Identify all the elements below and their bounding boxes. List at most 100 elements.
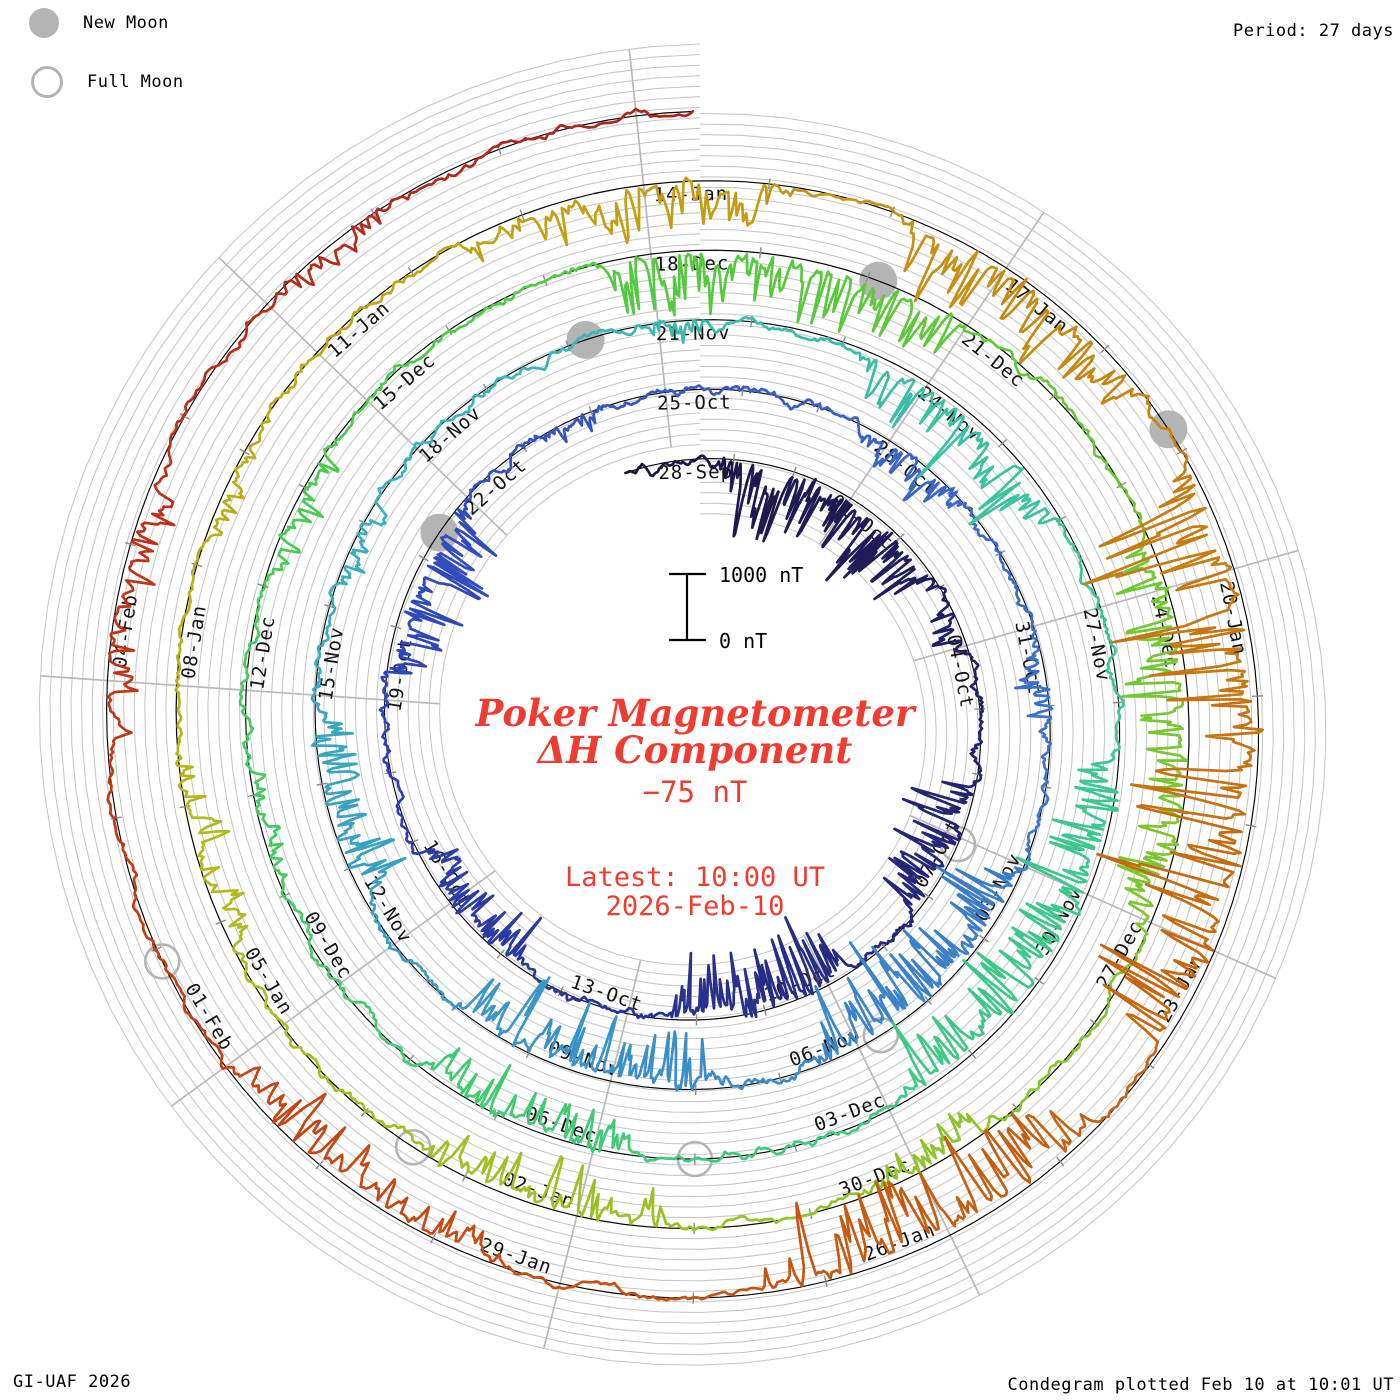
latest-time-label: Latest: 10:00 UT <box>565 862 825 893</box>
day-tick <box>125 541 136 547</box>
trace-segment <box>364 445 417 527</box>
trace-segment <box>634 107 695 118</box>
date-label: 22-Oct <box>460 454 531 520</box>
trace-segment <box>968 455 1062 526</box>
trace-segment <box>1025 785 1050 870</box>
day-tick <box>519 209 525 221</box>
legend-item-full-moon: Full Moon <box>31 66 184 98</box>
chart-title-line2: ΔH Component <box>536 728 853 772</box>
trace-segment <box>388 771 413 844</box>
trace-segment <box>691 1201 825 1301</box>
trace-segment <box>468 443 526 502</box>
date-label: 15-Nov <box>315 625 348 702</box>
day-tick <box>279 892 291 899</box>
trace-segment <box>496 107 637 148</box>
trace-segment <box>1098 928 1215 1065</box>
trace-segment <box>1111 569 1249 702</box>
full-moon-label: Full Moon <box>87 72 184 92</box>
day-tick <box>179 412 190 420</box>
trace-segment <box>1074 700 1125 802</box>
trace-segment <box>1026 704 1054 788</box>
trace-segment <box>992 269 1096 379</box>
trace-segment <box>692 1212 812 1232</box>
trace-segment <box>567 321 661 351</box>
trace-segment <box>671 454 734 480</box>
trace-segment <box>821 502 898 582</box>
day-tick <box>997 439 1007 448</box>
trace-segment <box>366 329 451 403</box>
trace-segment <box>891 209 1006 309</box>
trace-segment <box>106 680 139 820</box>
day-tick <box>315 1160 324 1170</box>
trace-segment <box>452 976 551 1052</box>
trace-segment <box>962 329 1057 396</box>
trace-segment <box>282 1022 367 1114</box>
new-moon-icon <box>29 8 59 38</box>
day-tick <box>299 483 310 491</box>
day-tick <box>1056 1156 1065 1167</box>
trace-segment <box>765 183 895 213</box>
trace-segment <box>404 564 489 642</box>
baseline-offset-value: −75 nT <box>643 775 748 809</box>
day-tick <box>924 995 933 1006</box>
trace-segment <box>380 633 443 702</box>
day-tick <box>588 406 594 418</box>
trace-segment <box>522 187 647 247</box>
day-tick <box>1245 824 1257 828</box>
trace-segment <box>818 402 884 462</box>
trace-segment <box>387 946 456 1010</box>
full-moon-marker <box>143 943 181 980</box>
trace-segment <box>879 872 926 946</box>
trace-segment <box>186 804 245 916</box>
trace-segment <box>338 981 410 1064</box>
trace-segment <box>998 551 1034 629</box>
trace-segment <box>694 1037 783 1091</box>
day-tick <box>823 1275 828 1288</box>
trace-segment <box>248 353 322 460</box>
latest-date-label: 2026-Feb-10 <box>606 891 785 922</box>
day-tick <box>151 946 162 952</box>
trace-segment <box>410 841 470 902</box>
trace-segment <box>969 707 984 777</box>
magnetometer-trace <box>106 107 1264 1302</box>
legend-item-new-moon: New Moon <box>29 8 169 38</box>
trace-segment <box>753 916 828 1008</box>
trace-segment <box>809 1152 921 1216</box>
trace-segment <box>888 819 962 885</box>
trace-segment <box>930 586 963 650</box>
day-tick <box>762 1004 767 1016</box>
trace-segment <box>857 282 966 354</box>
baseline-spiral <box>106 110 1260 1299</box>
trace-segment <box>240 585 268 692</box>
full-moon-icon <box>31 66 63 98</box>
trace-segment <box>729 461 794 543</box>
trace-segment <box>935 865 1029 932</box>
day-tick <box>418 554 429 562</box>
chart-title-line1: Poker Magnetometer <box>475 691 917 735</box>
trace-segment <box>624 461 675 478</box>
trace-segment <box>741 385 822 411</box>
trace-segment <box>282 894 342 985</box>
trace-segment <box>998 886 1084 970</box>
trace-segment <box>311 606 337 697</box>
day-tick <box>758 247 762 259</box>
trace-segment <box>1017 1023 1099 1113</box>
trace-segment <box>238 688 267 797</box>
trace-segment <box>944 949 1035 1050</box>
trace-segment <box>378 698 392 775</box>
trace-segment <box>779 984 858 1085</box>
day-tick <box>110 816 122 820</box>
trace-segment <box>318 274 416 357</box>
trace-segment <box>1074 359 1183 454</box>
credit-label: GI-UAF 2026 <box>13 1372 132 1392</box>
day-tick <box>215 919 227 925</box>
trace-segment <box>487 347 571 394</box>
trace-segment <box>310 693 360 781</box>
trace-segment <box>782 476 849 538</box>
trace-segment <box>112 816 157 952</box>
trace-segment <box>1096 606 1125 704</box>
trace-segment <box>107 549 156 684</box>
day-tick <box>316 782 328 786</box>
trace-segment <box>496 1092 595 1154</box>
